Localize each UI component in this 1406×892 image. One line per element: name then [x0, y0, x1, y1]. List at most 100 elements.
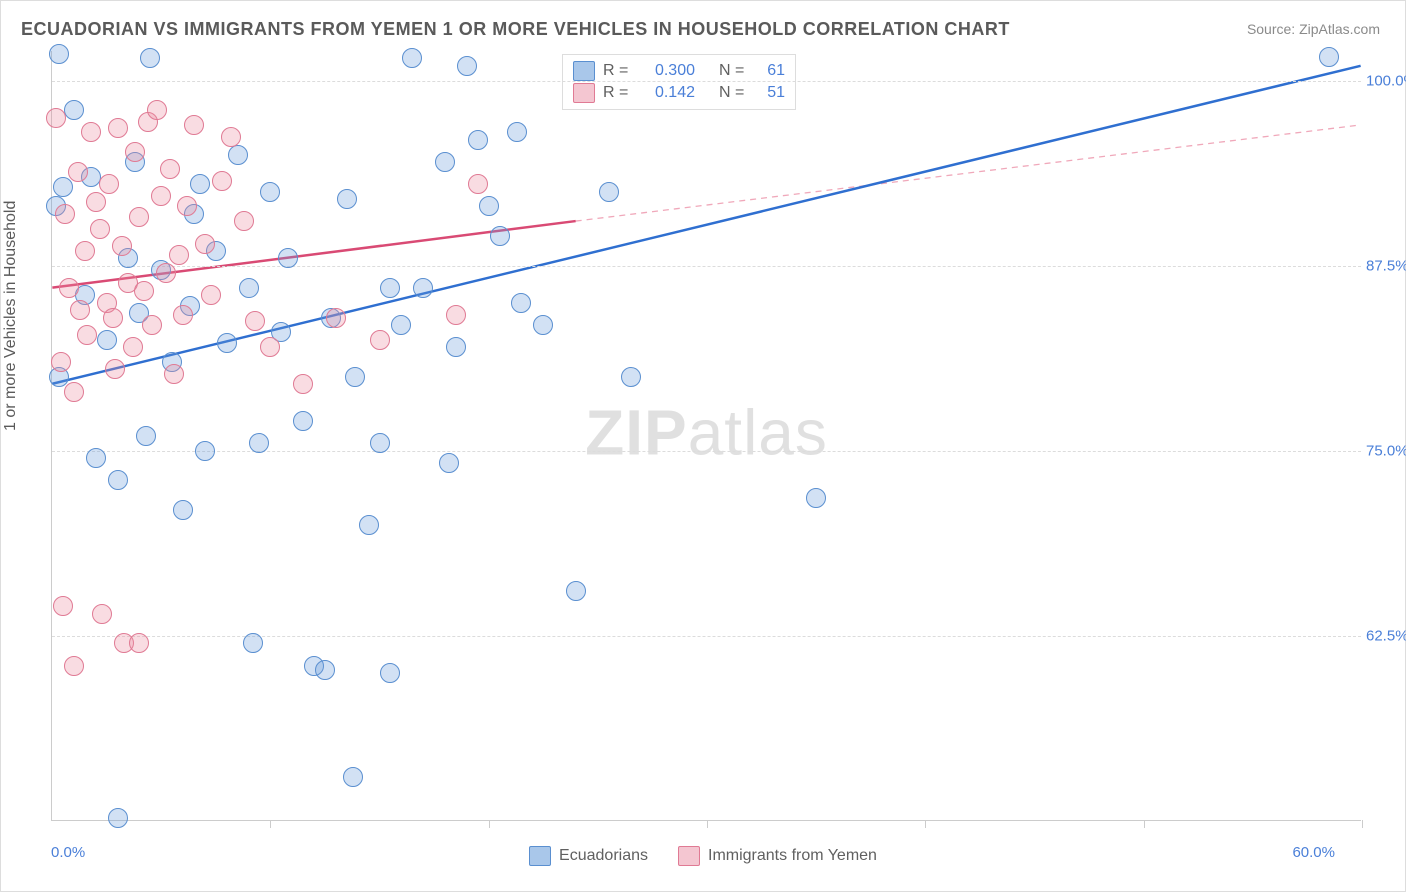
- point-yemen: [53, 596, 73, 616]
- x-tick: [1144, 820, 1145, 828]
- point-yemen: [51, 352, 71, 372]
- point-yemen: [134, 281, 154, 301]
- r-label: R =: [603, 84, 631, 102]
- gridline: [52, 266, 1361, 267]
- n-label: N =: [719, 84, 747, 102]
- point-yemen: [169, 245, 189, 265]
- point-yemen: [160, 159, 180, 179]
- point-ecuadorians: [243, 633, 263, 653]
- point-ecuadorians: [1319, 47, 1339, 67]
- point-ecuadorians: [64, 100, 84, 120]
- point-ecuadorians: [370, 433, 390, 453]
- point-ecuadorians: [249, 433, 269, 453]
- x-tick: [489, 820, 490, 828]
- point-yemen: [370, 330, 390, 350]
- point-yemen: [103, 308, 123, 328]
- point-ecuadorians: [806, 488, 826, 508]
- n-value-yemen: 51: [755, 84, 785, 102]
- y-axis-title: 1 or more Vehicles in Household: [2, 201, 20, 431]
- point-ecuadorians: [260, 182, 280, 202]
- point-ecuadorians: [228, 145, 248, 165]
- point-ecuadorians: [49, 44, 69, 64]
- r-label: R =: [603, 62, 631, 80]
- point-yemen: [86, 192, 106, 212]
- point-ecuadorians: [435, 152, 455, 172]
- point-ecuadorians: [457, 56, 477, 76]
- point-ecuadorians: [173, 500, 193, 520]
- point-yemen: [164, 364, 184, 384]
- point-ecuadorians: [108, 808, 128, 828]
- point-yemen: [64, 656, 84, 676]
- point-yemen: [125, 142, 145, 162]
- point-yemen: [212, 171, 232, 191]
- point-yemen: [201, 285, 221, 305]
- point-ecuadorians: [239, 278, 259, 298]
- point-yemen: [90, 219, 110, 239]
- point-ecuadorians: [293, 411, 313, 431]
- chart-container: ECUADORIAN VS IMMIGRANTS FROM YEMEN 1 OR…: [0, 0, 1406, 892]
- watermark-atlas: atlas: [688, 396, 828, 468]
- legend-item-yemen: Immigrants from Yemen: [678, 846, 877, 866]
- point-yemen: [81, 122, 101, 142]
- point-ecuadorians: [190, 174, 210, 194]
- swatch-icon: [678, 846, 700, 866]
- point-ecuadorians: [490, 226, 510, 246]
- point-yemen: [68, 162, 88, 182]
- legend-series: Ecuadorians Immigrants from Yemen: [1, 846, 1405, 866]
- point-ecuadorians: [343, 767, 363, 787]
- point-ecuadorians: [337, 189, 357, 209]
- point-yemen: [260, 337, 280, 357]
- point-yemen: [129, 207, 149, 227]
- chart-title: ECUADORIAN VS IMMIGRANTS FROM YEMEN 1 OR…: [21, 19, 1010, 40]
- point-yemen: [75, 241, 95, 261]
- legend-correlation: R = 0.300 N = 61 R = 0.142 N = 51: [562, 54, 796, 110]
- point-yemen: [184, 115, 204, 135]
- point-ecuadorians: [380, 663, 400, 683]
- legend-row-yemen: R = 0.142 N = 51: [573, 83, 785, 103]
- point-ecuadorians: [315, 660, 335, 680]
- point-ecuadorians: [108, 470, 128, 490]
- point-yemen: [112, 236, 132, 256]
- point-ecuadorians: [278, 248, 298, 268]
- point-yemen: [151, 186, 171, 206]
- point-yemen: [293, 374, 313, 394]
- x-tick: [1362, 820, 1363, 828]
- point-yemen: [55, 204, 75, 224]
- point-ecuadorians: [621, 367, 641, 387]
- point-yemen: [326, 308, 346, 328]
- r-value-yemen: 0.142: [639, 84, 695, 102]
- source-label: Source: ZipAtlas.com: [1247, 21, 1380, 37]
- point-ecuadorians: [359, 515, 379, 535]
- point-ecuadorians: [566, 581, 586, 601]
- point-ecuadorians: [195, 441, 215, 461]
- point-ecuadorians: [86, 448, 106, 468]
- point-yemen: [221, 127, 241, 147]
- point-ecuadorians: [391, 315, 411, 335]
- point-ecuadorians: [468, 130, 488, 150]
- point-ecuadorians: [380, 278, 400, 298]
- point-yemen: [77, 325, 97, 345]
- y-tick-label: 87.5%: [1366, 257, 1406, 274]
- watermark-zip: ZIP: [585, 396, 688, 468]
- point-yemen: [173, 305, 193, 325]
- point-ecuadorians: [599, 182, 619, 202]
- point-ecuadorians: [53, 177, 73, 197]
- r-value-ecuadorians: 0.300: [639, 62, 695, 80]
- y-tick-label: 100.0%: [1366, 72, 1406, 89]
- x-tick: [270, 820, 271, 828]
- point-ecuadorians: [97, 330, 117, 350]
- point-yemen: [92, 604, 112, 624]
- point-ecuadorians: [511, 293, 531, 313]
- y-tick-label: 62.5%: [1366, 627, 1406, 644]
- point-ecuadorians: [507, 122, 527, 142]
- point-yemen: [70, 300, 90, 320]
- point-yemen: [234, 211, 254, 231]
- point-ecuadorians: [446, 337, 466, 357]
- plot-area: ZIPatlas R = 0.300 N = 61 R = 0.142 N = …: [51, 51, 1361, 821]
- point-yemen: [64, 382, 84, 402]
- legend-label-ecuadorians: Ecuadorians: [559, 847, 648, 865]
- watermark: ZIPatlas: [585, 395, 828, 469]
- point-yemen: [177, 196, 197, 216]
- legend-row-ecuadorians: R = 0.300 N = 61: [573, 61, 785, 81]
- swatch-icon: [529, 846, 551, 866]
